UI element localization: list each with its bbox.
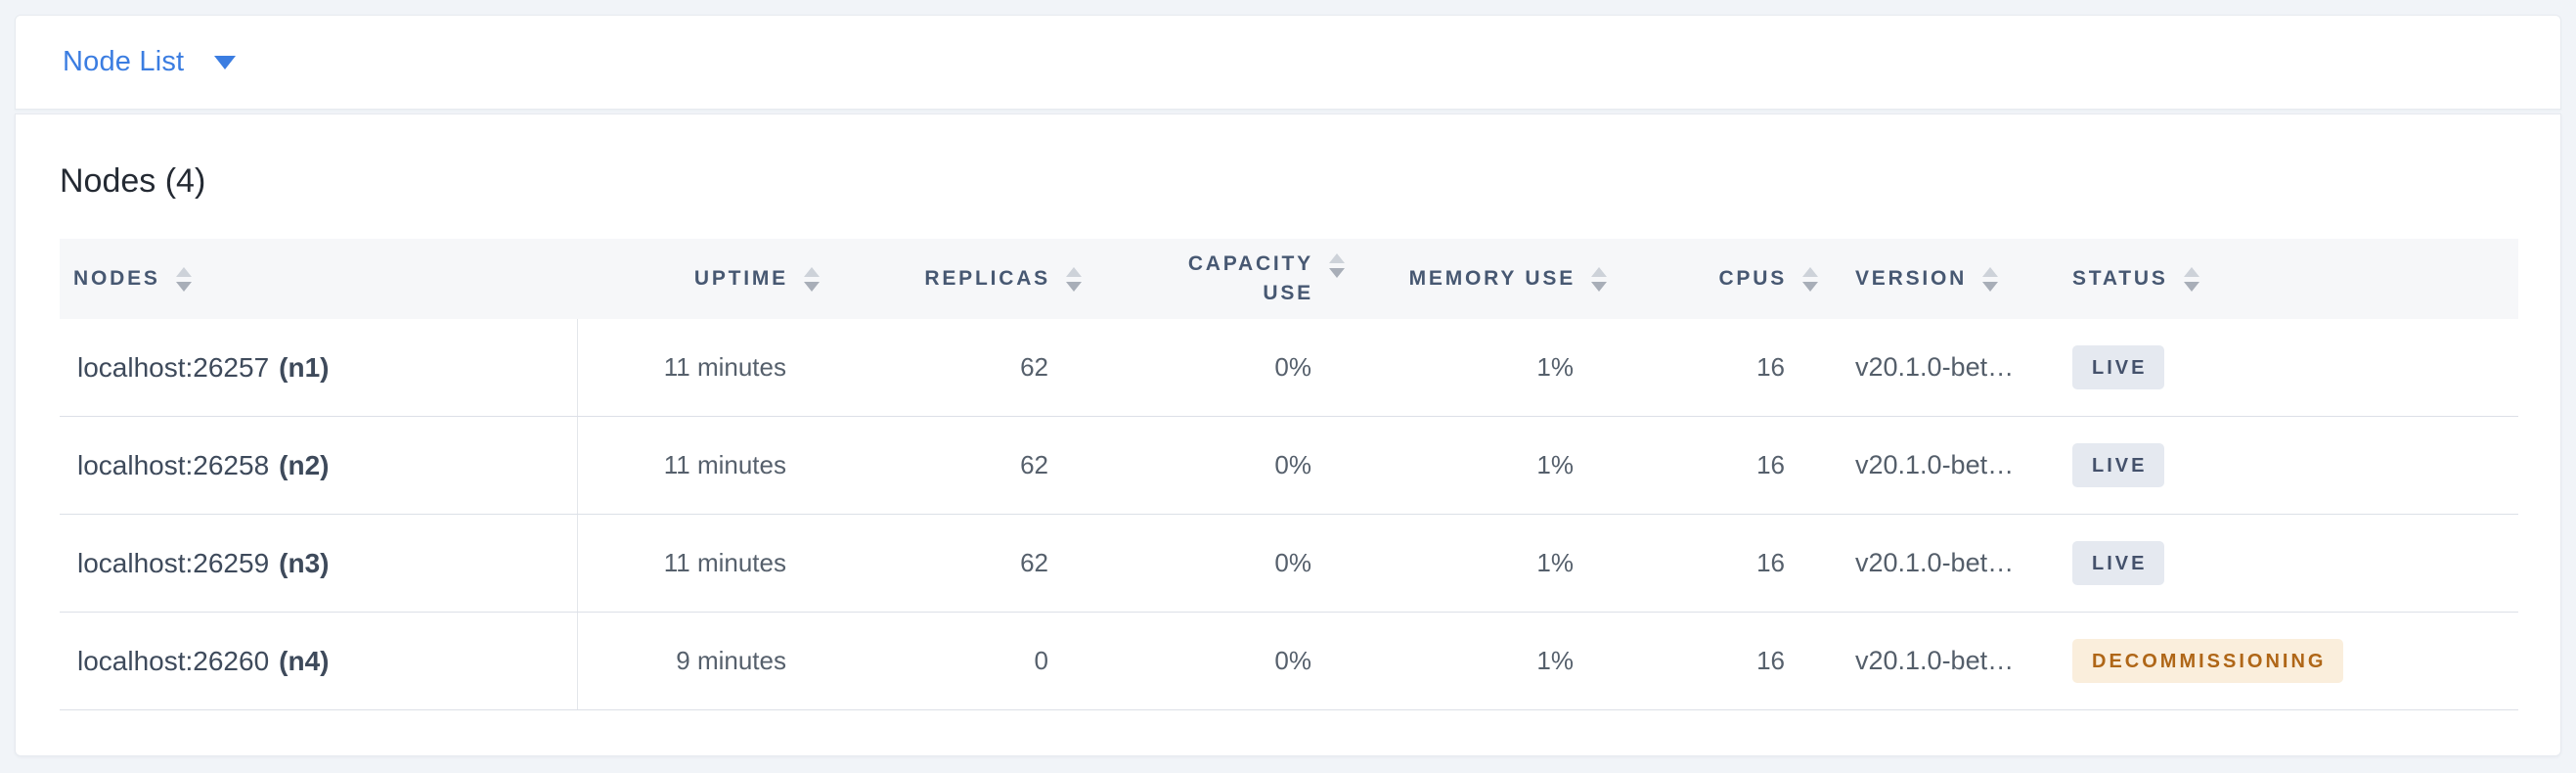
page-title: Nodes (4) [60,162,206,200]
sort-icon [1066,266,1082,292]
column-header-replicas[interactable]: REPLICAS [786,239,1082,319]
status-cell: DECOMMISSIONING [2066,613,2518,709]
table-row: localhost:26260 (n4) 9 minutes 0 0% 1% 1… [60,613,2518,710]
memory-use-cell: 1% [1536,450,1574,479]
cpus-cell: 16 [1756,352,1785,382]
sort-icon [2183,266,2199,292]
sort-icon [1329,252,1345,278]
version-cell: v20.1.0-bet… [1855,450,2015,479]
caret-down-icon [214,55,237,69]
sort-icon [1982,266,1999,292]
column-header-cpus[interactable]: CPUS [1574,239,1818,319]
node-list-dropdown[interactable]: Node List [63,46,237,78]
memory-use-cell: 1% [1536,646,1574,675]
uptime-cell: 9 minutes [676,646,786,675]
node-address-cell: localhost:26257 (n1) [60,319,578,416]
nodes-table: NODES UPTIME REPLICAS CAPACITY USE [60,239,2518,710]
status-cell: LIVE [2066,319,2518,416]
sort-icon [804,266,820,292]
node-address-cell: localhost:26260 (n4) [60,613,578,709]
status-badge: LIVE [2072,541,2165,585]
node-id: (n3) [279,547,330,578]
content-card: Nodes (4) NODES UPTIME REPLICAS [15,114,2561,756]
replicas-cell: 62 [1020,450,1048,479]
replicas-cell: 62 [1020,352,1048,382]
cpus-cell: 16 [1756,450,1785,479]
status-badge: LIVE [2072,443,2165,487]
memory-use-cell: 1% [1536,548,1574,577]
node-id: (n4) [279,645,330,676]
replicas-cell: 62 [1020,548,1048,577]
capacity-use-cell: 0% [1274,548,1311,577]
uptime-cell: 11 minutes [663,352,786,382]
status-badge: LIVE [2072,345,2165,389]
uptime-cell: 11 minutes [663,548,786,577]
table-row: localhost:26259 (n3) 11 minutes 62 0% 1%… [60,515,2518,613]
table-header: NODES UPTIME REPLICAS CAPACITY USE [60,239,2518,319]
table-row: localhost:26257 (n1) 11 minutes 62 0% 1%… [60,319,2518,417]
table-row: localhost:26258 (n2) 11 minutes 62 0% 1%… [60,417,2518,515]
node-id: (n2) [279,449,330,480]
memory-use-cell: 1% [1536,352,1574,382]
cpus-cell: 16 [1756,548,1785,577]
capacity-use-cell: 0% [1274,352,1311,382]
sort-icon [1802,266,1818,292]
version-cell: v20.1.0-bet… [1855,352,2015,382]
cpus-cell: 16 [1756,646,1785,675]
column-header-uptime[interactable]: UPTIME [578,239,820,319]
status-badge: DECOMMISSIONING [2072,639,2344,683]
capacity-use-cell: 0% [1274,646,1311,675]
column-header-capacity-use[interactable]: CAPACITY USE [1048,239,1345,319]
node-list-dropdown-label: Node List [63,46,185,77]
column-header-status[interactable]: STATUS [2066,239,2518,319]
node-address-cell: localhost:26258 (n2) [60,417,578,514]
column-header-version[interactable]: VERSION [1785,239,2066,319]
node-address-cell: localhost:26259 (n3) [60,515,578,612]
version-cell: v20.1.0-bet… [1855,646,2015,675]
column-header-memory-use[interactable]: MEMORY USE [1311,239,1607,319]
sort-icon [1591,266,1607,292]
top-bar: Node List [15,15,2561,110]
sort-icon [175,266,192,292]
node-id: (n1) [279,351,330,383]
version-cell: v20.1.0-bet… [1855,548,2015,577]
replicas-cell: 0 [1034,646,1048,675]
uptime-cell: 11 minutes [663,450,786,479]
status-cell: LIVE [2066,515,2518,612]
column-header-nodes[interactable]: NODES [60,239,578,319]
status-cell: LIVE [2066,417,2518,514]
capacity-use-cell: 0% [1274,450,1311,479]
